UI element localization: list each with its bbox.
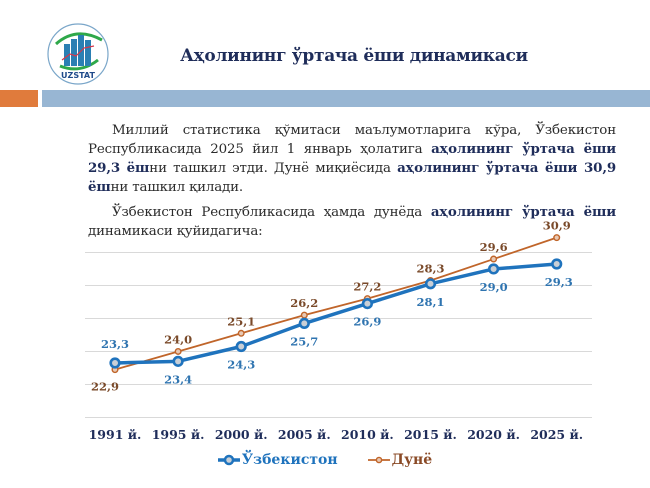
p1-text-2: ни ташкил этди. Дунё миқиёсида bbox=[149, 161, 398, 176]
data-label-world: 30,9 bbox=[543, 219, 571, 233]
data-point-uzbekistan[interactable] bbox=[235, 340, 247, 353]
data-point-uzbekistan[interactable] bbox=[551, 258, 563, 270]
series-line-uzbekistan bbox=[114, 262, 557, 365]
data-point-uzbekistan[interactable] bbox=[424, 278, 437, 290]
x-tick-label: 2015 й. bbox=[404, 427, 457, 442]
data-label-world: 27,2 bbox=[353, 280, 381, 294]
uzstat-logo: UZSTAT bbox=[47, 23, 109, 85]
legend-label: Ўзбекистон bbox=[241, 452, 338, 468]
data-label-uzbekistan: 25,7 bbox=[290, 334, 318, 348]
data-point-world[interactable] bbox=[174, 347, 182, 355]
data-label-uzbekistan: 29,0 bbox=[480, 280, 508, 294]
logo-text: UZSTAT bbox=[61, 71, 95, 80]
x-tick-label: 2005 й. bbox=[278, 427, 331, 442]
data-label-uzbekistan: 29,3 bbox=[545, 275, 573, 289]
data-label-uzbekistan: 24,3 bbox=[227, 358, 255, 372]
legend-label: Дунё bbox=[391, 452, 433, 468]
data-label-uzbekistan: 23,4 bbox=[164, 372, 192, 386]
intro-paragraph: Миллий статистика қўмитаси маълумотлариг… bbox=[88, 121, 616, 197]
p2-bold-1: аҳолининг ўртача ёши bbox=[430, 204, 616, 220]
legend-item-uzbekistan[interactable]: Ўзбекистон bbox=[217, 452, 338, 468]
x-tick-label: 2020 й. bbox=[467, 427, 520, 442]
data-label-uzbekistan: 23,3 bbox=[101, 337, 129, 351]
data-label-world: 29,6 bbox=[480, 240, 508, 254]
series-line-world bbox=[114, 236, 557, 371]
p1-text-3: ни ташкил қилади. bbox=[110, 180, 244, 195]
data-label-world: 22,9 bbox=[91, 380, 119, 394]
p2-text-2: динамикаси қуйидагича: bbox=[88, 224, 263, 239]
data-point-uzbekistan[interactable] bbox=[298, 317, 310, 330]
data-point-world[interactable] bbox=[300, 311, 308, 319]
legend-item-world[interactable]: Дунё bbox=[367, 452, 433, 468]
data-label-uzbekistan: 28,1 bbox=[416, 295, 444, 309]
data-label-world: 25,1 bbox=[227, 314, 255, 328]
data-point-uzbekistan[interactable] bbox=[488, 263, 500, 275]
data-label-world: 28,3 bbox=[416, 262, 444, 276]
data-point-world[interactable] bbox=[553, 234, 561, 242]
p1-text-1: Миллий статистика қўмитаси маълумотлариг… bbox=[88, 123, 616, 157]
p2-text-1: Ўзбекистон Республикасида ҳамда дунёда bbox=[112, 205, 431, 220]
header-accent-blue bbox=[42, 90, 650, 107]
x-tick-label: 1991 й. bbox=[89, 427, 142, 442]
data-point-world[interactable] bbox=[237, 329, 245, 337]
p1-bold-2: аҳолининг ўртача ёши 30,9 ёш bbox=[88, 160, 617, 195]
chart-legend: Ўзбекистон Дунё bbox=[0, 452, 650, 468]
header-accent-orange bbox=[0, 90, 38, 107]
data-label-uzbekistan: 26,9 bbox=[353, 315, 381, 329]
data-point-uzbekistan[interactable] bbox=[109, 357, 121, 369]
data-point-uzbekistan[interactable] bbox=[361, 298, 374, 310]
page-title: Аҳолининг ўртача ёши динамикаси bbox=[180, 46, 528, 66]
x-tick-label: 2010 й. bbox=[341, 427, 394, 442]
data-point-world[interactable] bbox=[490, 255, 498, 263]
legend-line-marker-icon bbox=[367, 456, 390, 464]
chart-intro-paragraph: Ўзбекистон Республикасида ҳамда дунёда а… bbox=[88, 203, 616, 241]
x-tick-label: 1995 й. bbox=[152, 427, 205, 442]
data-label-world: 24,0 bbox=[164, 332, 192, 346]
data-label-world: 26,2 bbox=[290, 296, 318, 310]
legend-line-marker-icon bbox=[217, 454, 240, 466]
p1-bold-1: аҳолининг ўртача ёши 29,3 ёш bbox=[88, 141, 617, 176]
x-tick-label: 2000 й. bbox=[215, 427, 268, 442]
data-point-uzbekistan[interactable] bbox=[172, 355, 184, 367]
x-tick-label: 2025 й. bbox=[530, 427, 583, 442]
